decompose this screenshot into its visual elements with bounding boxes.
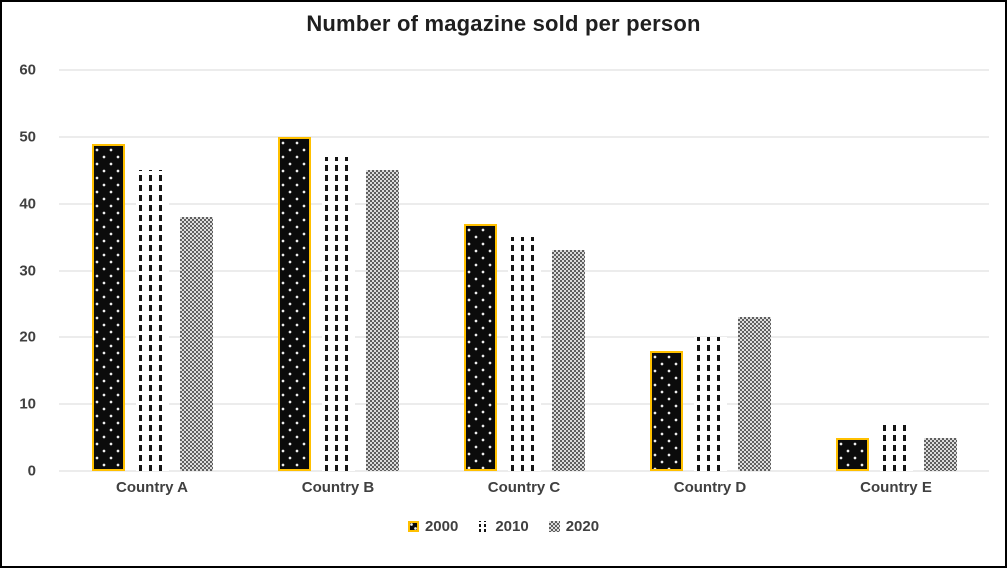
x-tick-label-country-c: Country C	[487, 479, 561, 496]
x-tick-label-country-a: Country A	[116, 479, 188, 496]
y-tick-label-40: 40	[19, 195, 36, 213]
bar-2000-country-c	[463, 223, 497, 471]
bar-2010-country-e	[879, 424, 913, 471]
bar-2020-country-d	[737, 317, 771, 471]
bar-2010-country-b	[321, 156, 355, 471]
bar-group-country-b	[245, 70, 431, 471]
y-axis-labels: 0 10 20 30 40 50 60	[2, 62, 46, 480]
bar-2010-country-a	[135, 170, 169, 471]
chart-body: 0 10 20 30 40 50 60 Country A Country B Country …	[19, 62, 989, 496]
x-axis-labels: Country A Country B Country C Country D Coun…	[59, 479, 989, 496]
legend-marker-2010-icon	[478, 521, 490, 532]
bar-2000-country-e	[835, 437, 869, 471]
legend-item-2000: 2000	[407, 518, 459, 535]
y-tick-label-10: 10	[19, 395, 36, 413]
y-tick-label-50: 50	[19, 128, 36, 146]
chart-title: Number of magazine sold per person	[306, 11, 701, 36]
x-tick-label-country-d: Country D	[673, 479, 747, 496]
legend-marker-2000-icon	[407, 521, 419, 532]
bar-2000-country-b	[277, 136, 311, 471]
x-tick-label-country-b: Country B	[301, 479, 375, 496]
gridline-50	[59, 136, 989, 138]
legend-item-2020: 2020	[548, 518, 600, 535]
y-tick-label-20: 20	[19, 328, 36, 346]
bar-group-country-e	[803, 70, 989, 471]
bar-2000-country-a	[91, 143, 125, 471]
legend-label-2010: 2010	[495, 518, 529, 535]
y-tick-label-0: 0	[27, 462, 36, 480]
x-tick-label-country-e: Country E	[860, 479, 932, 496]
legend-label-2020: 2020	[565, 518, 600, 535]
bar-2020-country-c	[551, 250, 585, 471]
bar-group-country-a	[59, 70, 245, 471]
legend-item-2010: 2010	[478, 518, 529, 535]
bar-2020-country-e	[923, 437, 957, 471]
bar-group-country-c	[431, 70, 617, 471]
bar-groups	[59, 70, 989, 471]
plot-area: 0 10 20 30 40 50 60	[19, 62, 989, 480]
gridline-0	[59, 470, 989, 472]
y-tick-label-30: 30	[19, 262, 36, 279]
bar-2020-country-b	[365, 170, 399, 471]
bar-2010-country-c	[507, 237, 541, 471]
legend-marker-2020-icon	[548, 521, 560, 532]
gridline-40	[59, 203, 989, 205]
bar-2010-country-d	[693, 337, 727, 471]
bar-2000-country-d	[649, 350, 683, 471]
bar-2020-country-a	[179, 217, 213, 471]
bar-group-country-d	[617, 70, 803, 471]
y-tick-label-60: 60	[19, 61, 36, 79]
gridline-60	[59, 69, 989, 71]
legend: 2000 2010 2020	[2, 518, 1005, 535]
legend-label-2000: 2000	[424, 518, 459, 535]
